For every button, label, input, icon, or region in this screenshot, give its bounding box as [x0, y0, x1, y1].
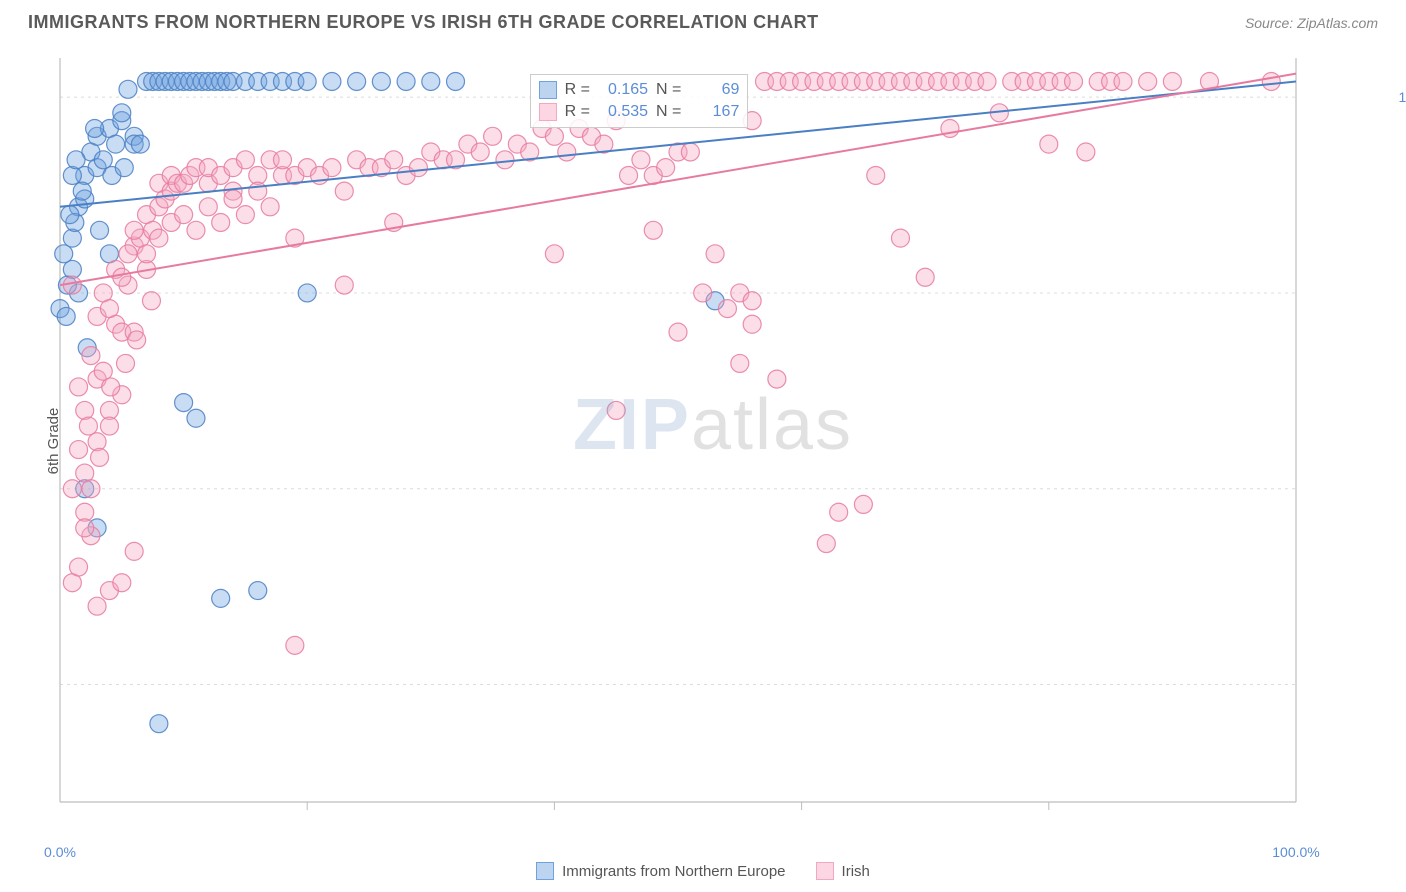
stat-r-label: R = [565, 103, 590, 121]
stat-n-value: 167 [689, 103, 739, 121]
chart-title: IMMIGRANTS FROM NORTHERN EUROPE VS IRISH… [28, 12, 819, 33]
scatter-plot-svg [50, 50, 1376, 832]
stat-n-value: 69 [689, 81, 739, 99]
x-tick-label: 100.0% [1272, 844, 1319, 860]
y-tick-label: 100.0% [1399, 89, 1406, 105]
legend-swatch [816, 862, 834, 880]
stat-r-value: 0.535 [598, 103, 648, 121]
legend-label: Irish [842, 863, 870, 880]
stats-swatch [539, 81, 557, 99]
stat-r-label: R = [565, 81, 590, 99]
legend-item: Irish [816, 862, 870, 880]
stats-row: R = 0.165 N = 69 [539, 79, 740, 101]
stat-n-label: N = [656, 81, 681, 99]
stats-row: R = 0.535 N = 167 [539, 101, 740, 123]
stat-n-label: N = [656, 103, 681, 121]
chart-header: IMMIGRANTS FROM NORTHERN EUROPE VS IRISH… [0, 0, 1406, 41]
x-tick-label: 0.0% [44, 844, 76, 860]
legend-swatch [536, 862, 554, 880]
legend-item: Immigrants from Northern Europe [536, 862, 785, 880]
stats-legend-box: R = 0.165 N = 69 R = 0.535 N = 167 [530, 74, 749, 128]
legend-label: Immigrants from Northern Europe [562, 863, 785, 880]
bottom-legend: Immigrants from Northern Europe Irish [0, 862, 1406, 880]
stats-swatch [539, 103, 557, 121]
chart-area: 6th Grade 92.5%95.0%97.5%100.0% 0.0%100.… [50, 50, 1376, 832]
chart-source: Source: ZipAtlas.com [1245, 15, 1378, 31]
stat-r-value: 0.165 [598, 81, 648, 99]
